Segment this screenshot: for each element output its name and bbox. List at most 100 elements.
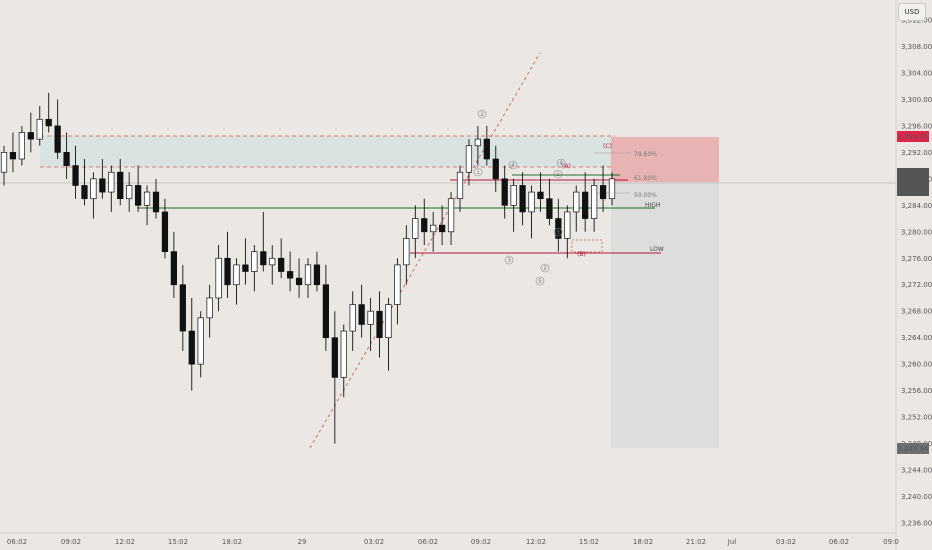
wave-number: 5 (538, 278, 542, 285)
wave-circle (553, 227, 563, 237)
current-price-badge: 3,287.59 (897, 180, 928, 188)
candle-body (286, 271, 294, 279)
candle-body (483, 138, 490, 160)
candles-layer (0, 92, 616, 444)
candle-body (36, 118, 43, 140)
wave-circle (508, 160, 518, 170)
candle-body (510, 185, 517, 206)
fib-500-label: 50.00% (634, 192, 657, 199)
candle-body (474, 138, 482, 147)
candle-body (269, 257, 276, 266)
time-tick-label: 06:02 (7, 538, 27, 546)
price-tick-label: 3,236.00 (901, 520, 932, 528)
candle-body (18, 132, 26, 160)
price-tick-label: 3,296.00 (901, 122, 932, 130)
price-tick-label: 3,276.00 (901, 255, 932, 263)
candle-body (528, 191, 535, 213)
time-tick-label: 12:02 (115, 538, 135, 546)
time-tick-label: 18:02 (222, 538, 242, 546)
target-price-badge-bg (897, 443, 929, 454)
price-tick-label: 3,284.00 (901, 202, 932, 210)
time-tick-label: 15:02 (579, 538, 599, 546)
candle-body (161, 211, 169, 252)
candle-body (224, 257, 231, 286)
candle-body (492, 158, 499, 180)
stop-price-badge: 3,294.35 (897, 133, 928, 141)
candle-body (304, 264, 312, 286)
candle-body (349, 304, 356, 332)
trendline (309, 52, 541, 449)
wave-number: 2 (480, 111, 484, 118)
candle-body (385, 304, 392, 339)
time-tick-label: 18:02 (633, 538, 653, 546)
candle-body (233, 264, 240, 286)
candle-body (376, 310, 383, 339)
candle-body (564, 211, 571, 239)
candle-body (117, 171, 124, 200)
wave-number: 2 (543, 265, 547, 272)
candle-body (0, 152, 8, 173)
price-tick-label: 3,304.00 (901, 69, 932, 77)
candle-body (438, 224, 446, 233)
candle-body (456, 171, 464, 200)
candle-body (126, 185, 133, 200)
candle-body (206, 297, 213, 319)
time-axis[interactable]: 06:02 09:02 12:02 15:02 18:02 29 03:02 06:02 09:… (7, 538, 899, 546)
candle-body (403, 238, 410, 266)
candle-body (412, 218, 419, 239)
candle-body (90, 178, 97, 200)
candle-body (242, 264, 249, 272)
supply-zone (40, 136, 615, 167)
price-tick-label: 3,244.00 (901, 467, 932, 475)
wave-c-label: (C) (603, 143, 612, 150)
price-tick-label: 3,300.00 (901, 96, 932, 104)
candle-body (367, 310, 374, 325)
candle-body (599, 185, 607, 200)
candle-body (501, 178, 508, 206)
time-tick-label: 21:02 (686, 538, 706, 546)
candle-body (313, 264, 321, 286)
price-tick-label: 3,240.00 (901, 493, 932, 501)
wave-a-label: (A) (562, 163, 571, 170)
candle-body (358, 304, 365, 325)
candle-body (63, 152, 70, 166)
price-tick-label: 3,292.00 (901, 149, 932, 157)
candle-body (573, 191, 580, 213)
last-price-badge-bg (897, 168, 929, 178)
take-profit-zone (611, 182, 719, 448)
current-price-badge-bg (897, 178, 929, 188)
candle-body (45, 118, 52, 127)
candle-body (608, 178, 616, 200)
wave-circle (535, 276, 545, 286)
price-tick-label: 3,280.00 (901, 228, 932, 236)
zones-layer (40, 135, 719, 448)
candle-body (322, 284, 330, 339)
wave-circle (540, 263, 550, 273)
candle-body (81, 185, 88, 200)
candle-body (152, 191, 160, 213)
candle-body (394, 264, 401, 305)
wave-circle (504, 255, 514, 265)
wave-b-label: (B) (577, 251, 586, 258)
candle-body (430, 224, 437, 233)
price-tick-label: 3,272.00 (901, 281, 932, 289)
fib-786-label: 78.60% (634, 151, 657, 158)
time-tick-label: 29 (298, 538, 307, 546)
candle-body (331, 337, 338, 378)
candle-body (72, 165, 79, 186)
candle-body (537, 191, 544, 200)
price-tick-label: 3,252.00 (901, 414, 932, 422)
wave-number: 4 (511, 162, 515, 169)
candle-body (188, 330, 195, 365)
fib-618-label: 61.80% (634, 175, 657, 182)
candle-body (108, 171, 115, 193)
price-tick-label: 3,260.00 (901, 361, 932, 369)
stop-loss-zone (611, 137, 719, 182)
countdown-badge: 04:33 (903, 189, 923, 197)
currency-button[interactable]: USD (898, 3, 926, 21)
candle-body (134, 185, 142, 206)
wave-circle (553, 169, 563, 179)
candle-body (447, 198, 455, 233)
